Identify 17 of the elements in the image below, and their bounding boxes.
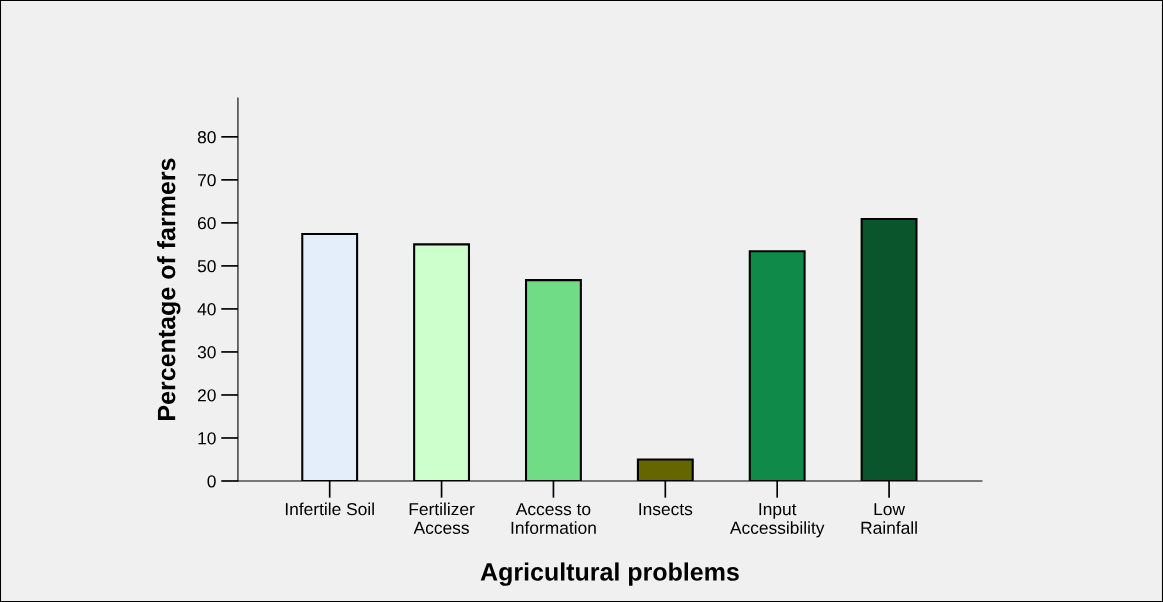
y-tick-label: 60 (197, 217, 216, 230)
x-tick-label: Input Accessibility (729, 503, 825, 538)
x-tick-label: Fertilizer Access (409, 502, 475, 534)
y-tick-label: 20 (197, 389, 216, 402)
y-tick-label: 30 (197, 346, 216, 359)
y-tick-label: 70 (198, 174, 216, 187)
x-tick-label: Access to Information (511, 503, 596, 534)
x-tick-label: Infertile Soil (285, 502, 374, 516)
y-tick-label: 0 (207, 475, 216, 488)
y-tick-label: 50 (197, 260, 216, 273)
x-tick-label: Low Rainfall (861, 503, 917, 534)
y-tick-label: 80 (197, 131, 216, 144)
y-tick-label: 10 (198, 432, 216, 445)
y-tick-label: 40 (197, 303, 216, 316)
x-tick-label: Insects (639, 503, 693, 516)
y-axis-title: Percentage of farmers (157, 158, 181, 420)
x-axis-title: Agricultural problems (480, 562, 739, 586)
